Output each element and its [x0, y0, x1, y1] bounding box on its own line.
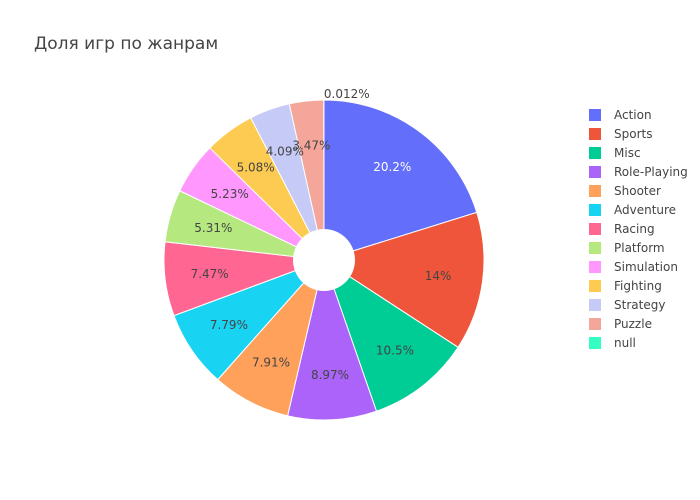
slice-label-fighting: 5.08%: [237, 160, 275, 174]
legend-label: null: [614, 336, 636, 350]
legend-swatch: [589, 223, 601, 235]
legend-label: Fighting: [614, 279, 662, 293]
slice-label-sports: 14%: [425, 269, 452, 283]
legend-label: Action: [614, 108, 652, 122]
legend-swatch: [589, 147, 601, 159]
legend-label: Platform: [614, 241, 665, 255]
slice-label-simulation: 5.23%: [211, 187, 249, 201]
legend-label: Strategy: [614, 298, 665, 312]
slice-label-adventure: 7.79%: [210, 318, 248, 332]
legend-item-misc[interactable]: Misc: [589, 146, 641, 160]
legend-item-simulation[interactable]: Simulation: [589, 260, 678, 274]
legend-item-platform[interactable]: Platform: [589, 241, 665, 255]
legend-swatch: [589, 280, 601, 292]
slice-label-role-playing: 8.97%: [311, 368, 349, 382]
slice-label-racing: 7.47%: [191, 267, 229, 281]
legend-item-role-playing[interactable]: Role-Playing: [589, 165, 688, 179]
chart-title: Доля игр по жанрам: [34, 34, 219, 54]
slice-labels: 20.2% 14% 10.5% 8.97% 7.91% 7.79% 7.47% 5.31% 5.…: [191, 87, 452, 382]
slice-label-action: 20.2%: [373, 160, 411, 174]
slice-label-shooter: 7.91%: [252, 355, 290, 369]
pie-slice-role-playing[interactable]: [286, 258, 378, 421]
legend-label: Shooter: [614, 184, 661, 198]
legend-item-null[interactable]: null: [589, 336, 636, 350]
legend-swatch: [589, 128, 601, 140]
legend-item-sports[interactable]: Sports: [589, 127, 652, 141]
legend-swatch: [589, 204, 601, 216]
slice-label-puzzle: 3.47%: [292, 138, 330, 152]
slice-label-null: 0.012%: [324, 87, 370, 101]
legend-swatch: [589, 318, 601, 330]
legend-label: Simulation: [614, 260, 678, 274]
pie-slice-misc[interactable]: [323, 258, 459, 412]
legend-label: Racing: [614, 222, 655, 236]
legend-swatch: [589, 166, 601, 178]
pie-slice-sports[interactable]: [322, 211, 485, 349]
legend-label: Sports: [614, 127, 652, 141]
legend-swatch: [589, 242, 601, 254]
legend-item-action[interactable]: Action: [589, 108, 652, 122]
legend-label: Puzzle: [614, 317, 652, 331]
slice-label-platform: 5.31%: [194, 221, 232, 235]
legend-swatch: [589, 185, 601, 197]
legend-item-adventure[interactable]: Adventure: [589, 203, 676, 217]
slice-label-strategy: 4.09%: [266, 145, 304, 159]
slice-label-misc: 10.5%: [376, 344, 414, 358]
legend-item-puzzle[interactable]: Puzzle: [589, 317, 652, 331]
legend-item-fighting[interactable]: Fighting: [589, 279, 662, 293]
legend-label: Role-Playing: [614, 165, 688, 179]
legend-swatch: [589, 261, 601, 273]
pie-slices: [163, 99, 485, 421]
legend-item-shooter[interactable]: Shooter: [589, 184, 661, 198]
legend-swatch: [589, 109, 601, 121]
legend[interactable]: Action Sports Misc Role-Playing Shooter Adven…: [589, 108, 688, 350]
legend-item-strategy[interactable]: Strategy: [589, 298, 665, 312]
pie-slice-action[interactable]: [323, 99, 478, 261]
legend-swatch: [589, 299, 601, 311]
legend-label: Adventure: [614, 203, 676, 217]
pie-hole: [293, 229, 355, 291]
legend-label: Misc: [614, 146, 641, 160]
legend-swatch: [589, 337, 601, 349]
legend-item-racing[interactable]: Racing: [589, 222, 655, 236]
